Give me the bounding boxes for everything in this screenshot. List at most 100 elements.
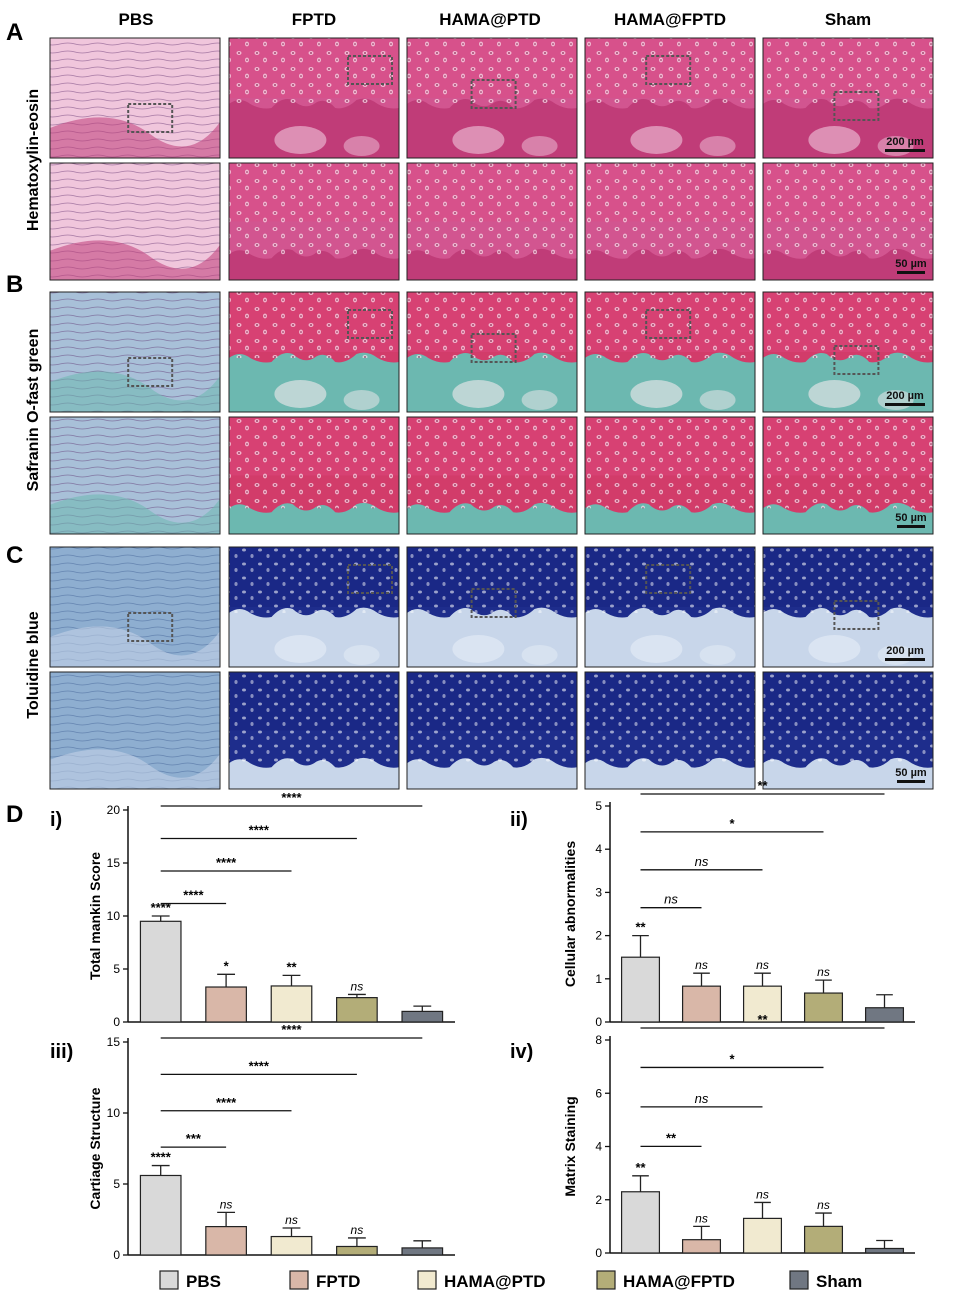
- legend-label: HAMA@FPTD: [623, 1272, 735, 1291]
- zoom-region-box: [127, 357, 174, 387]
- stain-label-he: Hematoxylin-eosin: [25, 89, 42, 231]
- bar-significance-label: *: [224, 958, 230, 973]
- scale-bar-label: 200 µm: [886, 136, 924, 148]
- scale-bar-label: 50 µm: [895, 258, 927, 270]
- column-title-fptd: FPTD: [292, 10, 336, 29]
- y-tick-label: 0: [113, 1248, 120, 1262]
- legend-item-hamaptd: HAMA@PTD: [417, 1270, 546, 1291]
- scale-bar: [885, 403, 925, 406]
- micrograph-tb-low-hamaptd: [406, 546, 578, 668]
- zoom-region-box: [127, 103, 174, 133]
- bar-pbs: [139, 1174, 182, 1256]
- zoom-region-box: [645, 564, 692, 594]
- micrograph-sofg-low-hamafptd: [584, 291, 756, 413]
- bar-significance-label: ns: [220, 1197, 233, 1211]
- comparison-label: ***: [186, 1131, 202, 1146]
- micrograph-he-low-pbs: [49, 37, 221, 159]
- comparison-label: ****: [281, 1022, 302, 1037]
- legend-item-hamafptd: HAMA@FPTD: [596, 1270, 735, 1291]
- scale-bar: [885, 658, 925, 661]
- legend-label: FPTD: [316, 1272, 360, 1291]
- chart-tag: i): [50, 809, 62, 831]
- bar-hamafptd: [803, 992, 844, 1023]
- panel-letter-a: A: [6, 19, 23, 46]
- micrograph-sofg-low-sham: [762, 291, 934, 413]
- comparison-label: *: [729, 816, 735, 831]
- zoom-region-box: [833, 91, 880, 121]
- chart-2: ii) Cellular abnormalities 0 1 2 3 4 5 ** ns ns ns n…: [510, 778, 915, 1029]
- micrograph-tb-high-fptd: [228, 671, 400, 790]
- scale-bar-label: 50 µm: [895, 512, 927, 524]
- panel-letter-d: D: [6, 801, 23, 828]
- bar-pbs: [620, 1191, 661, 1254]
- bar-hamafptd: [803, 1225, 844, 1254]
- y-tick-label: 5: [113, 1177, 120, 1191]
- bar-hamaptd: [742, 1217, 783, 1254]
- y-tick-label: 15: [107, 1035, 121, 1049]
- legend-label: PBS: [186, 1272, 221, 1291]
- bar-fptd: [205, 1225, 247, 1256]
- legend-swatch: [289, 1270, 309, 1290]
- scale-bar: [897, 271, 925, 274]
- micrograph-he-high-sham: [762, 162, 934, 281]
- zoom-region-box: [470, 588, 517, 618]
- y-tick-label: 5: [113, 962, 120, 976]
- bar-hamafptd: [336, 1245, 378, 1256]
- y-tick-label: 10: [107, 1106, 121, 1120]
- comparison-label: *: [729, 1051, 735, 1066]
- y-tick-label: 0: [595, 1015, 602, 1029]
- bar-fptd: [681, 1239, 722, 1254]
- micrograph-grid: 200 µm 50 µm 200 µm 50 µm 200 µm 50 µm: [49, 37, 934, 790]
- y-tick-label: 4: [595, 1140, 602, 1154]
- micrograph-sofg-high-sham: [762, 416, 934, 535]
- legend-swatch: [159, 1270, 179, 1290]
- comparison-label: ****: [216, 855, 237, 870]
- zoom-region-box: [347, 309, 393, 339]
- micrograph-sofg-high-pbs: [49, 416, 221, 535]
- panel-letter-c: C: [6, 542, 23, 569]
- panel-letter-b: B: [6, 271, 23, 298]
- legend-swatch: [596, 1270, 616, 1290]
- micrograph-he-low-sham: [762, 37, 934, 159]
- y-tick-label: 2: [595, 929, 602, 943]
- stain-label-tb: Toluidine blue: [25, 611, 42, 718]
- y-tick-label: 5: [595, 799, 602, 813]
- micrograph-tb-low-hamafptd: [584, 546, 756, 668]
- bar-sham: [401, 1010, 444, 1023]
- y-tick-label: 1: [595, 972, 602, 986]
- comparison-label: ****: [249, 823, 270, 838]
- zoom-region-box: [833, 345, 880, 375]
- zoom-region-box: [470, 333, 517, 363]
- micrograph-he-high-pbs: [49, 162, 221, 281]
- chart-tag: iii): [50, 1041, 73, 1063]
- stain-label-sofg: Safranin O-fast green: [25, 329, 42, 492]
- bar-significance-label: **: [286, 959, 297, 974]
- bar-significance-label: ****: [151, 900, 172, 915]
- comparison-label: ns: [695, 854, 709, 869]
- bar-sham: [401, 1247, 444, 1256]
- y-tick-label: 15: [107, 856, 121, 870]
- bar-significance-label: ns: [817, 1198, 830, 1212]
- column-title-sham: Sham: [825, 10, 871, 29]
- micrograph-tb-high-pbs: [49, 671, 221, 790]
- bar-significance-label: **: [635, 920, 646, 935]
- comparison-label: **: [757, 778, 768, 793]
- scale-bar: [897, 525, 925, 528]
- micrograph-tb-high-sham: [762, 671, 934, 790]
- zoom-region-box: [127, 612, 174, 642]
- bar-significance-label: ns: [351, 979, 364, 993]
- bar-significance-label: ns: [756, 1187, 769, 1201]
- zoom-region-box: [833, 600, 880, 630]
- y-tick-label: 10: [107, 909, 121, 923]
- comparison-label: ns: [695, 1091, 709, 1106]
- bar-significance-label: **: [635, 1160, 646, 1175]
- scale-bar-label: 200 µm: [886, 390, 924, 402]
- y-tick-label: 8: [595, 1033, 602, 1047]
- scale-bar: [885, 149, 925, 152]
- comparison-label: ****: [183, 888, 204, 903]
- legend: PBS FPTD HAMA@PTD HAMA@FPTD Sham: [159, 1270, 862, 1291]
- bar-sham: [864, 1247, 905, 1254]
- zoom-region-box: [347, 55, 393, 85]
